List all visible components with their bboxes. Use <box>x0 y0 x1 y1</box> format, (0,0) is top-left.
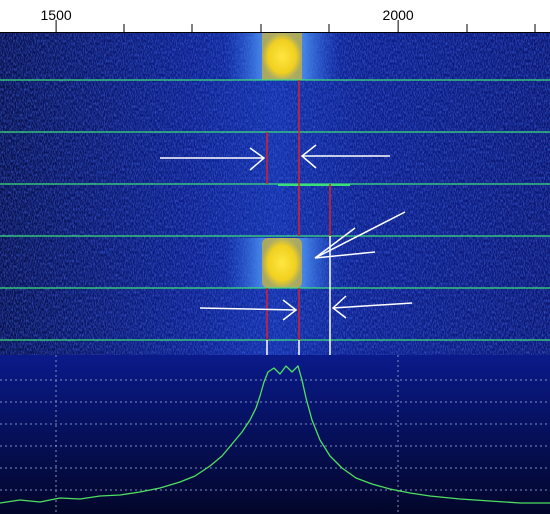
tick-label: 2000 <box>383 7 414 23</box>
spectrum-trace <box>0 365 550 504</box>
ruler <box>0 0 550 33</box>
minor-ticks <box>123 24 536 33</box>
signal <box>262 238 302 288</box>
arrows <box>160 144 413 321</box>
spectrum <box>0 355 550 514</box>
waterfall-noise <box>0 33 550 355</box>
red-markers <box>266 80 331 340</box>
separators <box>0 79 550 341</box>
tick-label: 1500 <box>41 7 72 23</box>
signal <box>262 33 302 80</box>
spectrum-grid <box>0 355 550 514</box>
